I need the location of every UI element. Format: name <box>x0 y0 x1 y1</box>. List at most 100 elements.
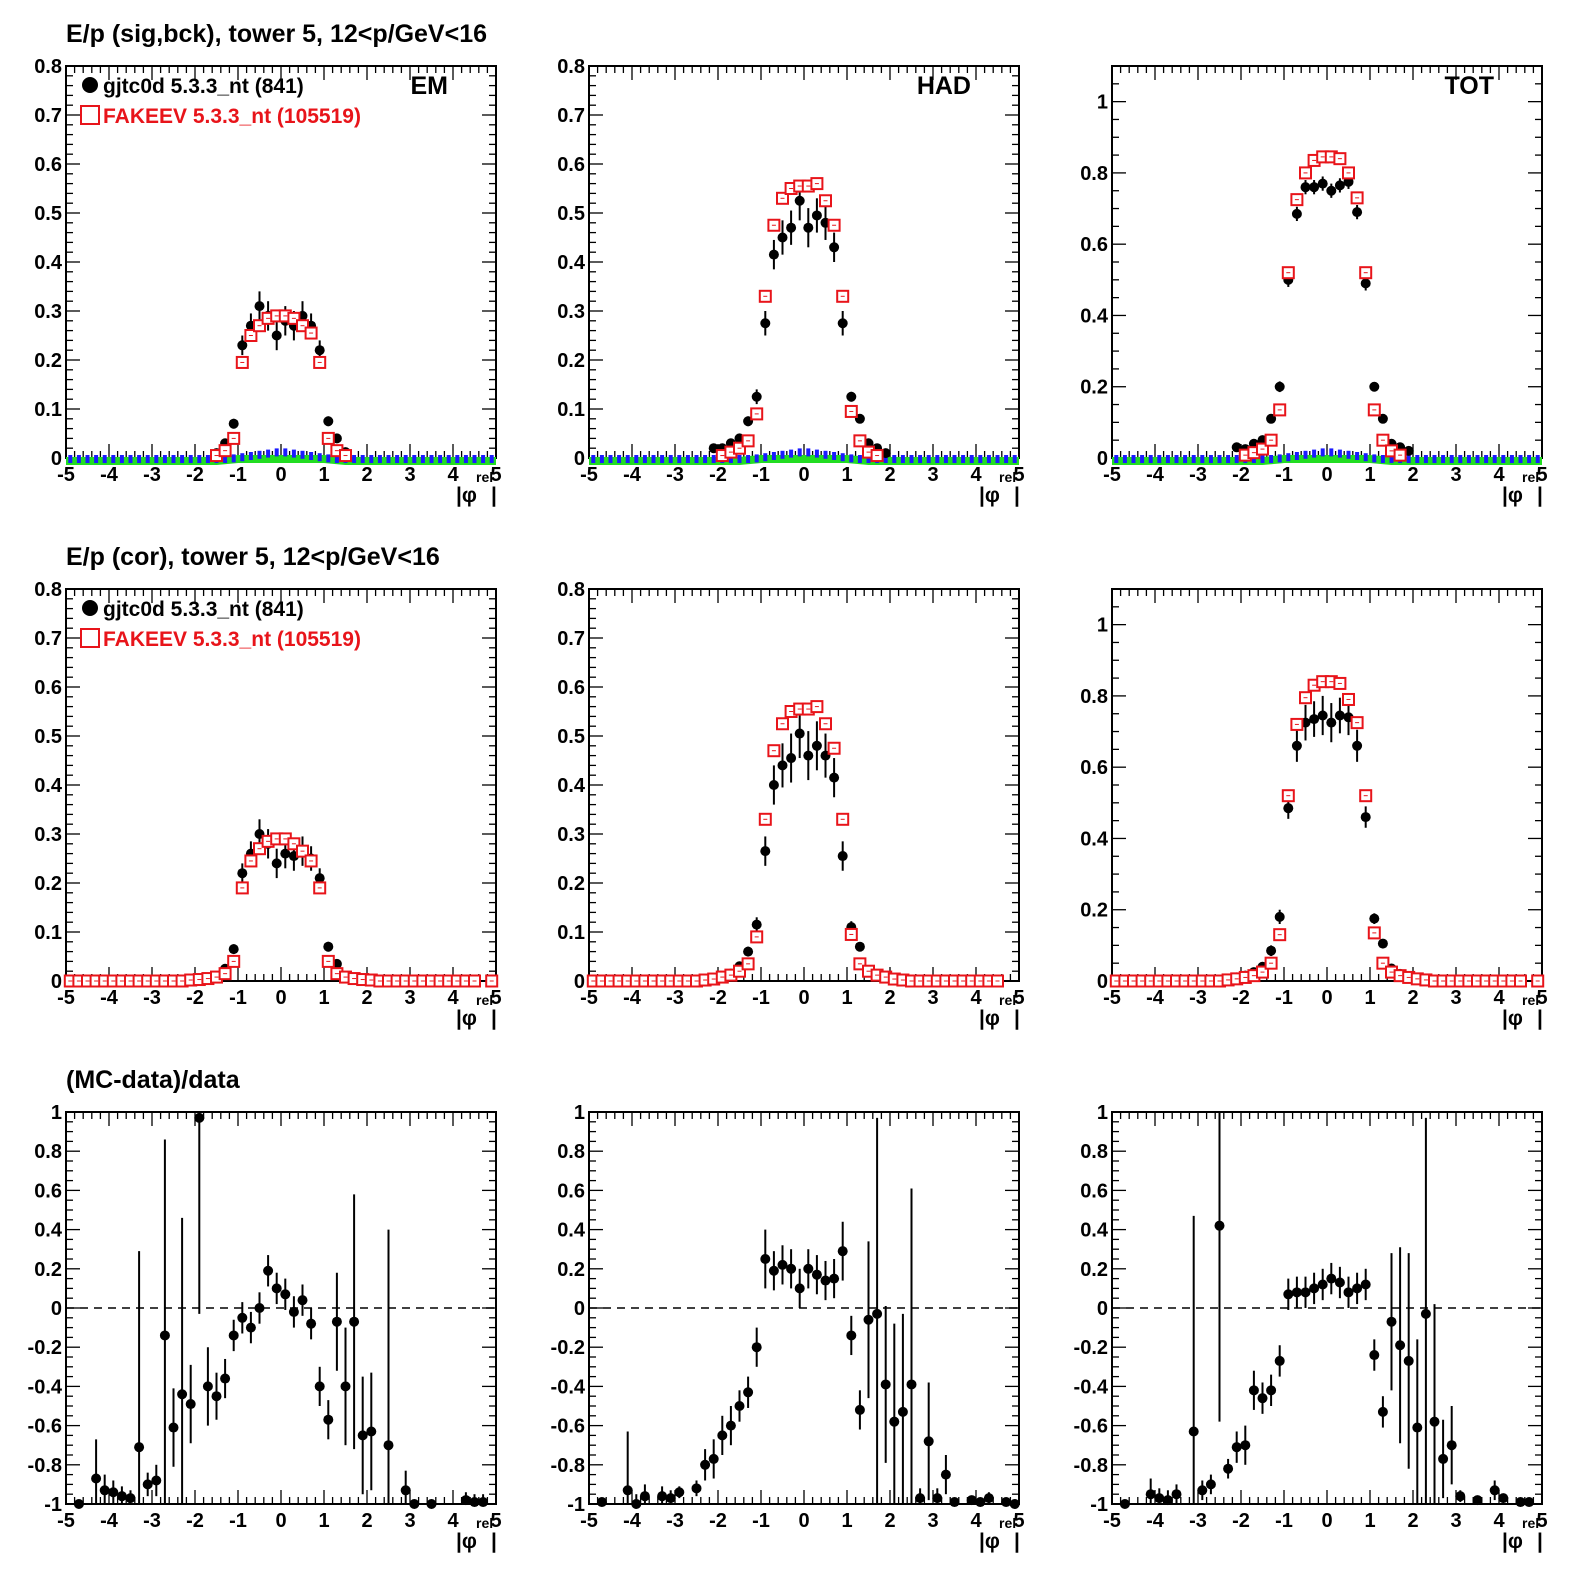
y-tick-label: 0.6 <box>34 1180 62 1202</box>
legend-data-label: gjtc0d 5.3.3_nt (841) <box>103 598 304 621</box>
data-point <box>1455 1491 1466 1502</box>
x-axis-label-end: | <box>1537 1530 1543 1553</box>
legend-data-marker <box>82 600 98 616</box>
data-point <box>854 941 865 952</box>
x-tick-label: 3 <box>927 1510 938 1532</box>
data-point <box>1009 1499 1020 1509</box>
data-point <box>1369 1350 1380 1361</box>
data-point <box>622 1485 633 1496</box>
data-point <box>777 760 788 771</box>
y-tick-label: 0.6 <box>557 1180 585 1202</box>
y-tick-label: -1 <box>1090 1494 1108 1516</box>
legend-data-marker <box>82 77 98 93</box>
data-point <box>1154 1493 1165 1504</box>
data-point <box>639 1491 650 1502</box>
x-tick-label: -1 <box>1275 464 1293 486</box>
data-point <box>1334 180 1345 191</box>
x-tick-label: -3 <box>666 1510 684 1532</box>
plot-frame <box>588 588 1020 982</box>
x-tick-label: 3 <box>404 987 415 1009</box>
x-tick-label: -2 <box>1232 987 1250 1009</box>
y-tick-label: 0.6 <box>1080 757 1108 779</box>
y-tick-label: -0.4 <box>551 1376 586 1398</box>
data-point <box>786 753 797 764</box>
y-tick-label: 0.7 <box>34 628 62 650</box>
x-tick-label: -5 <box>580 1510 598 1532</box>
data-point <box>829 772 840 783</box>
data-point <box>349 1316 360 1327</box>
x-tick-label: 4 <box>1493 464 1505 486</box>
y-tick-label: 1 <box>1097 92 1108 114</box>
x-tick-label: -5 <box>57 1510 75 1532</box>
data-point <box>1309 182 1320 193</box>
data-point <box>794 728 805 739</box>
data-point <box>116 1491 127 1502</box>
plot-frame <box>1111 588 1543 982</box>
x-tick-label: 1 <box>841 464 852 486</box>
data-point <box>314 873 325 884</box>
data-point <box>596 1497 607 1508</box>
x-axis-label-sup: rel <box>1522 992 1539 1008</box>
data-point <box>820 1275 831 1286</box>
data-point <box>768 1265 779 1276</box>
x-tick-label: -4 <box>1146 987 1165 1009</box>
x-tick-label: 1 <box>318 987 329 1009</box>
x-tick-label: -1 <box>752 464 770 486</box>
x-tick-label: -2 <box>709 1510 727 1532</box>
x-axis-label-sup: rel <box>476 469 493 485</box>
y-tick-label: 0.6 <box>1080 1180 1108 1202</box>
data-point <box>1489 1485 1500 1496</box>
y-tick-label: -1 <box>44 1494 62 1516</box>
x-tick-label: 2 <box>361 1510 372 1532</box>
x-tick-label: -1 <box>752 1510 770 1532</box>
y-tick-label: -0.4 <box>28 1376 63 1398</box>
x-tick-label: 4 <box>970 1510 982 1532</box>
data-point <box>1197 1485 1208 1496</box>
x-tick-label: 2 <box>1407 464 1418 486</box>
x-tick-label: -2 <box>1232 1510 1250 1532</box>
data-point <box>1291 1287 1302 1298</box>
x-tick-label: -3 <box>143 987 161 1009</box>
data-point <box>357 1430 368 1441</box>
y-tick-label: -0.6 <box>28 1416 62 1438</box>
data-point <box>665 1493 676 1504</box>
row-title-signal-background: E/p (sig,bck), tower 5, 12<p/GeV<16 <box>66 20 487 48</box>
data-point <box>237 1312 248 1323</box>
x-tick-label: 0 <box>1321 464 1332 486</box>
data-point <box>1248 1385 1259 1396</box>
data-point <box>691 1483 702 1494</box>
data-point <box>1291 740 1302 751</box>
y-tick-label: 0.3 <box>34 824 62 846</box>
data-point <box>1231 1442 1242 1453</box>
data-point <box>1334 710 1345 721</box>
data-point <box>803 750 814 761</box>
data-point <box>1472 1495 1483 1506</box>
y-tick-label: 0.2 <box>557 350 585 372</box>
y-tick-label: -0.8 <box>1074 1455 1108 1477</box>
data-point <box>460 1495 471 1506</box>
data-point <box>1205 1479 1216 1490</box>
y-tick-label: 0.6 <box>34 677 62 699</box>
data-point <box>168 1422 179 1433</box>
y-tick-label: 0.4 <box>1080 828 1109 850</box>
data-point <box>1274 1355 1285 1366</box>
x-tick-label: 3 <box>1450 464 1461 486</box>
x-axis-label: |φ <box>456 484 477 507</box>
data-point <box>263 1265 274 1276</box>
data-point <box>1283 1289 1294 1300</box>
x-axis-label-end: | <box>1014 484 1020 507</box>
y-tick-label: 0.3 <box>557 824 585 846</box>
data-point <box>177 1389 188 1400</box>
x-tick-label: 2 <box>884 1510 895 1532</box>
data-point <box>786 222 797 233</box>
data-point <box>323 941 334 952</box>
data-point <box>700 1459 711 1470</box>
data-point <box>1326 185 1337 196</box>
data-point <box>1360 278 1371 289</box>
x-tick-label: -2 <box>709 987 727 1009</box>
x-tick-label: 2 <box>361 464 372 486</box>
x-tick-label: -2 <box>1232 464 1250 486</box>
data-point <box>366 1426 377 1437</box>
x-tick-label: -3 <box>143 464 161 486</box>
